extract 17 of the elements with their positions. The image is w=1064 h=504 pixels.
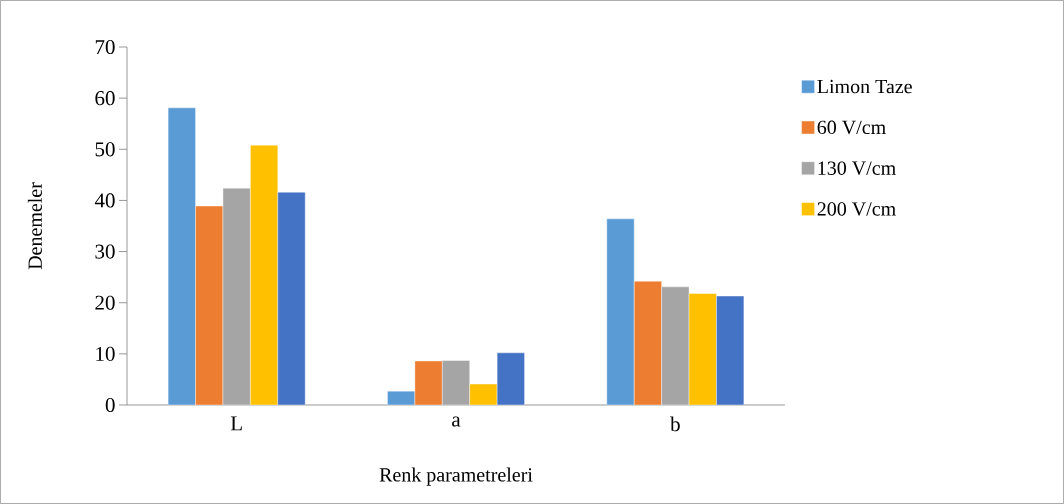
y-tick-label: 60 (95, 91, 115, 106)
y-tick-label: 30 (95, 244, 115, 259)
x-tick-label: L (230, 416, 242, 431)
x-tick-label: a (452, 416, 461, 427)
y-tick-label: 70 (95, 39, 115, 55)
legend-label: Limon Taze (817, 79, 912, 94)
x-tick-label: b (670, 416, 680, 432)
y-tick-label: 20 (95, 295, 115, 310)
y-tick-label: 40 (94, 193, 115, 208)
y-tick-label: 0 (105, 397, 115, 413)
legend-label: 60 V/cm (817, 120, 886, 135)
y-tick-label: 10 (96, 346, 115, 361)
y-axis-title: Denemeler (27, 182, 42, 270)
legend-label: 130 V/cm (818, 161, 896, 175)
x-axis-title: Renk parametreleri (379, 467, 533, 486)
legend-label: 200 V/cm (817, 202, 896, 216)
y-tick-label: 50 (95, 142, 115, 157)
